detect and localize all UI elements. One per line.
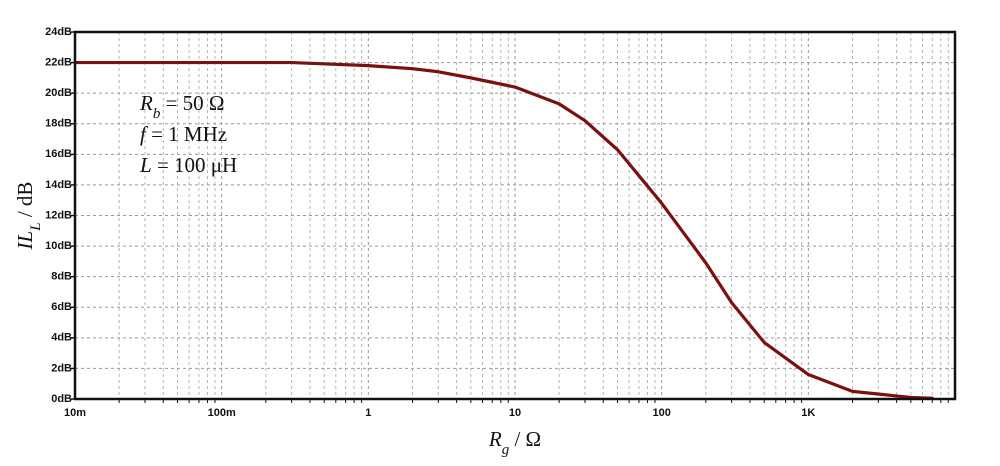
x-tick-label: 1K [801,407,815,419]
subscript: b [153,106,161,122]
y-tick-label: 4dB [51,332,72,344]
y-tick-label: 6dB [51,301,72,313]
annotation: f = 1 MHz [140,122,227,146]
math-text: = 1 MHz [146,122,227,146]
plot-frame [73,30,957,401]
math-text: = 50 Ω [160,91,224,115]
y-axis-label: ILL / dB [13,182,44,251]
y-tick-label: 0dB [51,393,72,405]
symbol: L [139,153,152,177]
annotation: L = 100 μH [139,153,237,177]
symbol: R [488,427,502,451]
x-axis-label: Rg / Ω [488,427,541,458]
y-tick-label: 24dB [45,26,72,38]
x-tick-label: 100 [652,407,670,419]
y-tick-label: 2dB [51,362,72,374]
y-tick-label: 22dB [45,56,72,68]
x-tick-label: 100m [208,407,236,419]
y-tick-label: 10dB [45,240,72,252]
math-text: / dB [13,182,37,223]
subscript: L [28,222,44,231]
x-tick-label: 10 [509,407,521,419]
symbol: IL [13,231,37,251]
annotation: Rb = 50 Ω [139,91,225,122]
x-tick-label: 1 [365,407,371,419]
y-tick-label: 20dB [45,87,72,99]
y-tick-label: 14dB [45,179,72,191]
y-tick-label: 12dB [45,209,72,221]
subscript: g [502,442,510,458]
x-tick-label: 10m [64,407,86,419]
math-text: / Ω [509,427,541,451]
y-tick-label: 8dB [51,271,72,283]
y-tick-label: 18dB [45,118,72,130]
symbol: f [140,122,149,146]
symbol: R [139,91,153,115]
data-line [73,60,934,400]
y-tick-label: 16dB [45,148,72,160]
math-text: = 100 μH [152,153,238,177]
